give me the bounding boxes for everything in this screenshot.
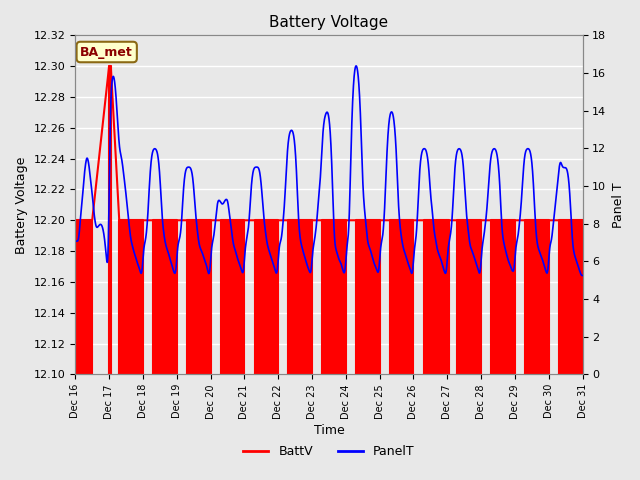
Legend: BattV, PanelT: BattV, PanelT	[238, 440, 420, 463]
X-axis label: Time: Time	[314, 424, 344, 437]
Text: BA_met: BA_met	[81, 46, 133, 59]
Title: Battery Voltage: Battery Voltage	[269, 15, 388, 30]
Y-axis label: Battery Voltage: Battery Voltage	[15, 156, 28, 253]
Y-axis label: Panel T: Panel T	[612, 182, 625, 228]
